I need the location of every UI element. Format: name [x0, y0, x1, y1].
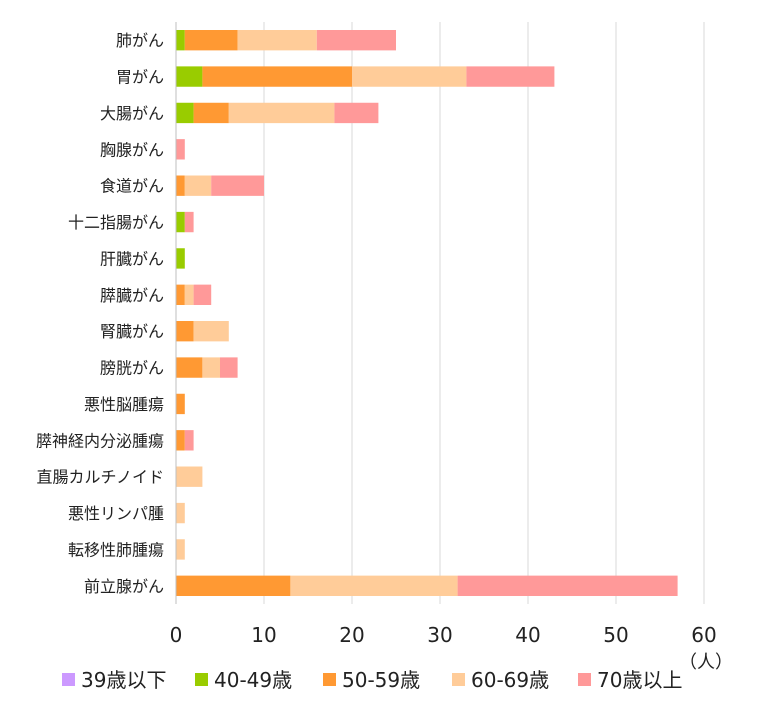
category-label: 悪性脳腫瘍: [84, 395, 164, 414]
category-labels: 肺がん胃がん大腸がん胸腺がん食道がん十二指腸がん肝臓がん膵臓がん腎臓がん膀胱がん…: [36, 31, 164, 596]
category-label: 膀胱がん: [100, 359, 164, 378]
bar-segment: [352, 66, 467, 87]
bar-segment: [228, 102, 335, 124]
legend-label: 60-69歳: [471, 668, 549, 692]
bar-segment: [193, 321, 229, 342]
bar-segment: [176, 248, 185, 269]
bar-segment: [176, 139, 185, 160]
category-label: 大腸がん: [100, 104, 164, 123]
bar-segment: [176, 539, 185, 560]
bar-segment: [193, 284, 212, 305]
category-label: 膵臓がん: [100, 286, 164, 305]
legend-swatch: [578, 673, 591, 686]
bar-segment: [176, 575, 291, 596]
bar-segment: [176, 66, 203, 87]
legend-swatch: [195, 673, 208, 686]
category-label: 直腸カルチノイド: [36, 468, 164, 487]
x-tick-label: 50: [603, 623, 628, 647]
bar-segment: [237, 30, 317, 51]
category-label: 食道がん: [100, 177, 164, 196]
category-label: 胸腺がん: [100, 140, 164, 159]
bar-segment: [176, 175, 185, 196]
bar-segment: [176, 393, 185, 415]
category-label: 肝臓がん: [100, 249, 164, 268]
category-label: 肺がん: [116, 31, 164, 50]
bar-segment: [176, 357, 203, 378]
x-tick-label: 60: [691, 623, 716, 647]
x-tick-label: 20: [339, 623, 364, 647]
bar-segment: [176, 502, 185, 524]
bars: [176, 30, 678, 596]
x-tick-label: 0: [170, 623, 183, 647]
bar-segment: [466, 66, 555, 87]
x-axis-unit-label: （人）: [679, 652, 733, 673]
bar-segment: [176, 284, 185, 305]
category-label: 前立腺がん: [84, 577, 164, 596]
bar-segment: [176, 30, 185, 51]
legend-label: 40-49歳: [214, 668, 292, 692]
category-label: 膵神経内分泌腫瘍: [36, 431, 164, 450]
category-label: 転移性肺腫瘍: [68, 540, 164, 559]
bar-segment: [184, 30, 238, 51]
bar-segment: [184, 211, 194, 233]
legend-label: 70歳以上: [597, 668, 682, 692]
legend-swatch: [62, 673, 75, 686]
legend-label: 39歳以下: [81, 668, 166, 692]
x-tick-label: 30: [427, 623, 452, 647]
bar-segment: [184, 175, 212, 196]
bar-segment: [176, 466, 203, 487]
bar-segment: [184, 430, 194, 451]
bar-segment: [220, 357, 238, 378]
bar-segment: [193, 102, 229, 124]
x-tick-label: 10: [251, 623, 276, 647]
x-tick-label: 40: [515, 623, 540, 647]
bar-segment: [457, 575, 678, 596]
bar-segment: [202, 66, 352, 87]
legend-swatch: [323, 673, 336, 686]
bar-segment: [176, 211, 185, 233]
category-label: 腎臓がん: [100, 322, 164, 341]
bar-segment: [211, 175, 264, 196]
bar-segment: [176, 321, 194, 342]
bar-segment: [184, 284, 194, 305]
bar-segment: [176, 430, 185, 451]
bar-segment: [202, 357, 220, 378]
legend-label: 50-59歳: [342, 668, 420, 692]
bar-segment: [334, 102, 379, 124]
category-label: 胃がん: [116, 68, 164, 87]
bar-segment: [176, 102, 194, 124]
bar-segment: [316, 30, 396, 51]
bar-segment: [290, 575, 458, 596]
category-label: 悪性リンパ腫: [68, 504, 164, 523]
legend-swatch: [452, 673, 465, 686]
legend: 39歳以下 40-49歳 50-59歳 60-69歳 70歳以上: [62, 668, 682, 692]
x-tick-labels: 0 10 20 30 40 50 60: [170, 623, 717, 647]
category-label: 十二指腸がん: [68, 213, 164, 232]
